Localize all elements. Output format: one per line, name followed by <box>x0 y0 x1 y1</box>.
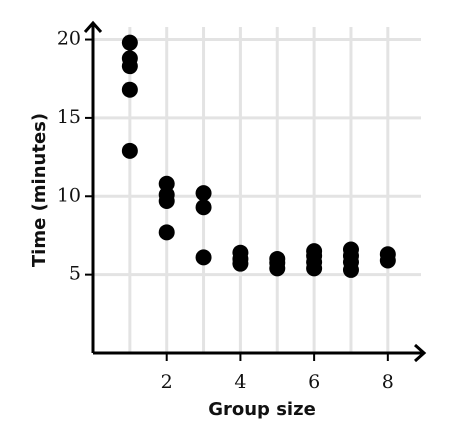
y-tick-label: 10 <box>57 184 81 206</box>
point <box>121 34 138 51</box>
point <box>158 224 175 241</box>
x-tick-label: 2 <box>161 371 173 393</box>
point <box>306 260 323 277</box>
point <box>195 185 212 202</box>
point <box>379 252 396 269</box>
y-axis-label: Time (minutes) <box>29 113 50 267</box>
x-tick-label: 4 <box>234 371 246 393</box>
points <box>121 34 396 278</box>
point <box>158 175 175 192</box>
x-axis-label: Group size <box>208 399 316 420</box>
y-tick-label: 5 <box>69 263 81 285</box>
point <box>121 142 138 159</box>
point <box>269 260 286 277</box>
x-arrow <box>414 343 427 363</box>
point <box>158 192 175 209</box>
point <box>195 199 212 216</box>
x-tick-label: 6 <box>308 371 320 393</box>
y-arrow <box>83 20 103 33</box>
y-tick-label: 15 <box>57 106 81 128</box>
point <box>121 81 138 98</box>
point <box>342 261 359 278</box>
point <box>121 58 138 75</box>
grid <box>93 27 421 353</box>
point <box>195 249 212 266</box>
y-tick-label: 20 <box>57 28 81 50</box>
x-tick-label: 8 <box>382 371 394 393</box>
point <box>232 255 249 272</box>
